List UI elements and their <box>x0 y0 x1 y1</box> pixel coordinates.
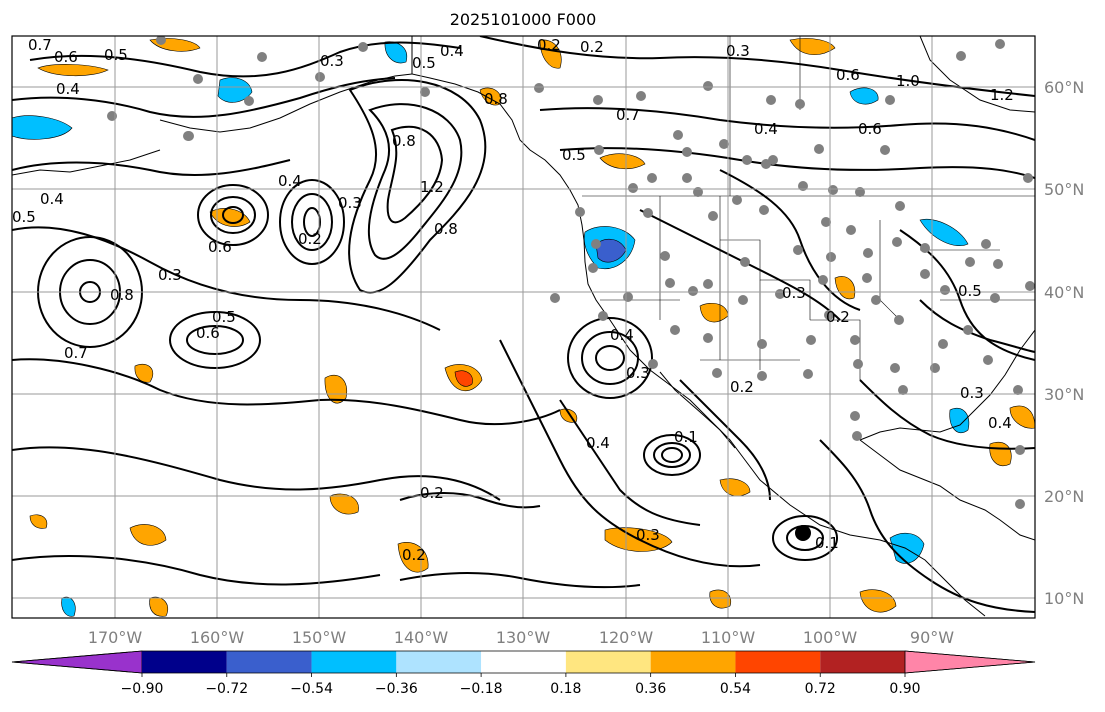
contour-label: 0.5 <box>12 208 36 226</box>
lat-tick: 60°N <box>1044 78 1084 97</box>
contour-label: 0.2 <box>730 378 754 396</box>
contour-label: 0.6 <box>196 324 220 342</box>
colorbar-extend-min <box>11 650 143 674</box>
contour-label: 0.6 <box>54 48 78 66</box>
contour-label: 0.7 <box>64 344 88 362</box>
contour-label: 0.2 <box>826 308 850 326</box>
contour-label: 0.5 <box>212 308 236 326</box>
colorbar-label: 0.72 <box>805 681 836 697</box>
contour-label: 0.5 <box>958 282 982 300</box>
contour-label: 1.2 <box>420 178 444 196</box>
contour-label: 0.5 <box>562 146 586 164</box>
contour-label: 0.7 <box>616 106 640 124</box>
hurricane-marker <box>795 525 811 541</box>
colorbar-segment <box>565 651 651 673</box>
contour-label: 0.2 <box>402 546 426 564</box>
colorbar-segment <box>650 651 736 673</box>
contour-label: 0.3 <box>338 194 362 212</box>
lat-tick: 50°N <box>1044 180 1084 199</box>
contour-label: 0.1 <box>674 428 698 446</box>
colorbar-label: −0.36 <box>375 681 418 697</box>
contour-label: 0.6 <box>858 120 882 138</box>
colorbar-extend-max <box>904 650 1036 674</box>
station-markers <box>107 36 1035 509</box>
latitude-labels: 60°N 50°N 40°N 30°N 20°N 10°N <box>1044 78 1084 608</box>
contour-label: 0.4 <box>440 42 464 60</box>
shaded-anomalies <box>12 38 1035 617</box>
colorbar-label: −0.54 <box>290 681 333 697</box>
contour-label: 0.3 <box>320 52 344 70</box>
map-border <box>11 35 1036 619</box>
gridlines <box>12 36 1035 618</box>
lat-tick: 20°N <box>1044 487 1084 506</box>
contour-label: 0.8 <box>434 220 458 238</box>
lon-tick: 150°W <box>292 628 347 647</box>
contour-label: 0.4 <box>278 172 302 190</box>
contour-label: 0.3 <box>636 526 660 544</box>
contour-label: 0.6 <box>836 66 860 84</box>
contour-label: 0.3 <box>960 384 984 402</box>
colorbar-label: 0.36 <box>635 681 666 697</box>
colorbar-segment <box>311 651 397 673</box>
lon-tick: 120°W <box>599 628 654 647</box>
contour-label: 0.6 <box>208 238 232 256</box>
contour-label: 0.2 <box>298 230 322 248</box>
lon-tick: 90°W <box>910 628 954 647</box>
colorbar-label: 0.18 <box>550 681 581 697</box>
lon-tick: 160°W <box>190 628 245 647</box>
colorbar-label: 0.90 <box>889 681 920 697</box>
contour-label: 0.4 <box>56 80 80 98</box>
colorbar-segment <box>142 651 227 673</box>
colorbar-segment <box>396 651 482 673</box>
lon-tick: 110°W <box>701 628 756 647</box>
colorbar-label: −0.90 <box>121 681 164 697</box>
lon-tick: 100°W <box>803 628 858 647</box>
colorbar-segment <box>481 651 566 673</box>
colorbar-label: 0.54 <box>720 681 751 697</box>
colorbar-label: −0.18 <box>460 681 503 697</box>
contour-label: 0.4 <box>610 326 634 344</box>
contour-label: 1.2 <box>990 86 1014 104</box>
contour-label: 0.3 <box>626 364 650 382</box>
lon-tick: 170°W <box>88 628 143 647</box>
lon-tick: 140°W <box>394 628 449 647</box>
contour-label: 0.5 <box>412 54 436 72</box>
contour-labels: 0.7 0.6 0.5 0.4 0.3 0.2 0.4 0.5 0.3 0.2 … <box>12 36 1014 564</box>
longitude-labels: 170°W 160°W 150°W 140°W 130°W 120°W 110°… <box>88 628 954 647</box>
contour-label: 0.2 <box>420 484 444 502</box>
contour-label: 0.8 <box>484 90 508 108</box>
contour-label: 0.5 <box>104 46 128 64</box>
lat-tick: 40°N <box>1044 283 1084 302</box>
colorbar-segment <box>226 651 312 673</box>
contour-label: 0.3 <box>782 284 806 302</box>
coastlines <box>12 36 1035 617</box>
contour-label: 1.0 <box>896 72 920 90</box>
contour-label: 0.1 <box>815 534 839 552</box>
contour-label: 0.4 <box>988 414 1012 432</box>
contour-label: 0.4 <box>586 434 610 452</box>
colorbar-segment <box>820 651 905 673</box>
contour-label: 0.8 <box>392 132 416 150</box>
map-title: 2025101000 F000 <box>449 10 597 29</box>
colorbar <box>11 650 1036 677</box>
lat-tick: 10°N <box>1044 589 1084 608</box>
lat-tick: 30°N <box>1044 385 1084 404</box>
contour-label: 0.3 <box>726 42 750 60</box>
contour-label: 0.8 <box>110 286 134 304</box>
lon-tick: 130°W <box>496 628 551 647</box>
contour-label: 0.4 <box>754 120 778 138</box>
colorbar-label: −0.72 <box>205 681 248 697</box>
contour-label: 0.3 <box>158 266 182 284</box>
contour-label: 0.4 <box>40 190 64 208</box>
colorbar-segment <box>735 651 821 673</box>
colorbar-labels: −0.90 −0.72 −0.54 −0.36 −0.18 0.18 0.36 0.54 0.7… <box>121 681 921 697</box>
contour-label: 0.7 <box>28 36 52 54</box>
contour-label: 0.2 <box>537 36 561 54</box>
contour-label: 0.2 <box>580 38 604 56</box>
